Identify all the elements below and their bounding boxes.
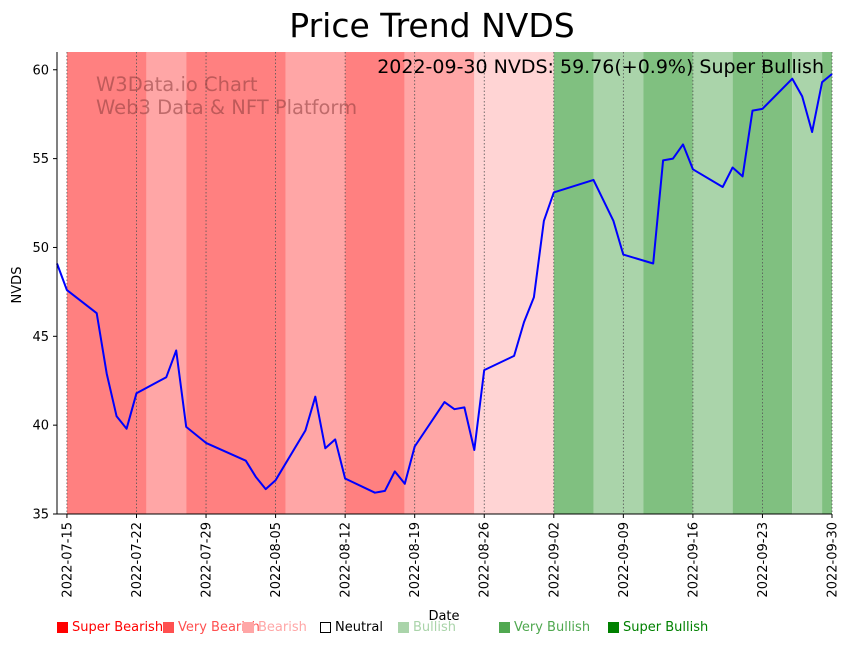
sentiment-band xyxy=(822,52,832,514)
sentiment-band xyxy=(285,52,346,514)
data-points xyxy=(56,74,833,493)
legend-item: Bullish xyxy=(398,620,456,635)
y-tick-label: 55 xyxy=(32,152,49,167)
x-tick-label: 2022-09-16 xyxy=(686,522,701,598)
x-tick-label: 2022-08-19 xyxy=(408,522,423,598)
x-tick-label: 2022-09-23 xyxy=(756,522,771,598)
legend-label: Very Bearish xyxy=(178,620,260,635)
latest-annotation: 2022-09-30 NVDS: 59.76(+0.9%) Super Bull… xyxy=(377,56,824,78)
watermark-line-2: Web3 Data & NFT Platform xyxy=(96,96,357,119)
sentiment-band xyxy=(553,52,594,514)
y-tick-label: 35 xyxy=(32,508,49,523)
sentiment-band xyxy=(404,52,475,514)
y-tick-label: 50 xyxy=(32,241,49,256)
y-axis-label: NVDS xyxy=(10,267,25,304)
legend-swatch xyxy=(163,622,174,633)
legend-swatch xyxy=(398,622,409,633)
x-tick-label: 2022-07-15 xyxy=(60,522,75,598)
legend-swatch xyxy=(608,622,619,633)
y-tick-label: 45 xyxy=(32,330,49,345)
sentiment-band xyxy=(345,52,405,514)
sentiment-band xyxy=(692,52,733,514)
legend-item: Super Bullish xyxy=(608,620,708,635)
watermark-line-1: W3Data.io Chart xyxy=(96,73,258,96)
watermark: W3Data.io Chart Web3 Data & NFT Platform xyxy=(96,73,357,119)
sentiment-band xyxy=(66,52,147,514)
x-tick-label: 2022-07-22 xyxy=(130,522,145,598)
legend-swatch xyxy=(320,622,331,633)
legend-label: Neutral xyxy=(335,620,383,635)
chart-title: Price Trend NVDS xyxy=(289,6,574,45)
legend-item: Super Bearish xyxy=(57,620,163,635)
legend-label: Bearish xyxy=(258,620,307,635)
x-tick-label: 2022-08-05 xyxy=(269,522,284,598)
sentiment-band xyxy=(593,52,644,514)
grid-lines xyxy=(66,52,833,514)
x-tick-label: 2022-09-02 xyxy=(547,522,562,598)
legend-label: Super Bearish xyxy=(72,620,164,635)
x-tick-label: 2022-09-30 xyxy=(826,522,841,598)
sentiment-bands xyxy=(66,52,832,514)
x-axis-label: Date xyxy=(428,609,459,624)
sentiment-band xyxy=(792,52,823,514)
legend-label: Very Bullish xyxy=(514,620,591,635)
x-tick-label: 2022-07-29 xyxy=(200,522,215,598)
sentiment-band xyxy=(474,52,554,514)
legend-item: Bearish xyxy=(243,620,307,635)
sentiment-band xyxy=(186,52,286,514)
x-tick-label: 2022-08-12 xyxy=(339,522,354,598)
x-ticks: 2022-07-15 2022-07-22 2022-07-29 2022-08-05… xyxy=(60,514,841,598)
x-tick-label: 2022-09-09 xyxy=(617,522,632,598)
legend-swatch xyxy=(499,622,510,633)
legend-label: Bullish xyxy=(413,620,457,635)
legend-label: Super Bullish xyxy=(623,620,709,635)
axes xyxy=(56,52,832,515)
x-tick-label: 2022-08-26 xyxy=(478,522,493,598)
legend-swatch xyxy=(243,622,254,633)
legend-item: Neutral xyxy=(320,620,383,635)
legend-item: Very Bullish xyxy=(499,620,590,635)
sentiment-band xyxy=(146,52,187,514)
legend-item: Very Bearish xyxy=(163,620,260,635)
legend-swatch xyxy=(57,622,68,633)
y-ticks: 35 40 45 50 55 60 xyxy=(32,63,57,523)
y-tick-label: 60 xyxy=(32,63,49,78)
price-line xyxy=(56,73,833,494)
sentiment-band xyxy=(643,52,693,514)
y-tick-label: 40 xyxy=(32,419,49,434)
